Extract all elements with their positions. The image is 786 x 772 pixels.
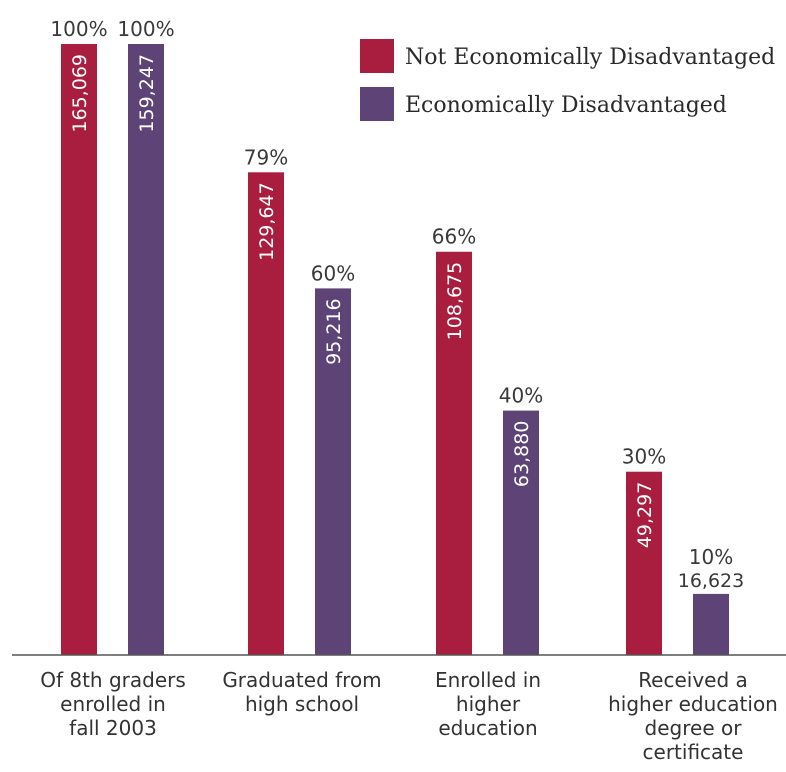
legend-swatch-not-disadvantaged [360, 39, 394, 73]
percent-label: 79% [244, 145, 288, 169]
count-label: 159,247 [136, 54, 158, 133]
category-label: enrolled in [60, 692, 166, 716]
legend: Not Economically Disadvantaged Economical… [360, 39, 775, 121]
count-label: 108,675 [444, 262, 466, 341]
percent-label: 66% [432, 225, 476, 249]
category-label: fall 2003 [69, 716, 157, 740]
bar-disadvantaged-0 [128, 44, 164, 655]
count-label: 16,623 [678, 570, 744, 592]
category-label: Enrolled in [435, 668, 541, 692]
category-label: Received a [638, 668, 748, 692]
category-label: Graduated from [222, 668, 381, 692]
percent-label: 40% [499, 384, 543, 408]
count-label: 129,647 [256, 182, 278, 261]
count-label: 49,297 [634, 482, 656, 548]
category-label: higher [456, 692, 521, 716]
bar-not-disadvantaged-0 [61, 44, 97, 655]
count-label: 165,069 [69, 54, 91, 133]
percent-label: 30% [622, 445, 666, 469]
legend-label-disadvantaged: Economically Disadvantaged [405, 93, 727, 118]
category-label: degree or [645, 716, 743, 740]
category-label: higher education [608, 692, 778, 716]
category-label: certificate [643, 740, 744, 764]
category-label: Of 8th graders [40, 668, 186, 692]
percent-label: 10% [689, 545, 733, 569]
percent-label: 100% [117, 17, 174, 41]
count-label: 95,216 [323, 298, 345, 364]
legend-swatch-disadvantaged [360, 87, 394, 121]
legend-label-not-disadvantaged: Not Economically Disadvantaged [405, 45, 775, 70]
category-label: high school [245, 692, 359, 716]
count-label: 63,880 [511, 421, 533, 487]
bar-disadvantaged-3 [693, 594, 729, 655]
category-label: education [438, 716, 537, 740]
percent-label: 100% [50, 17, 107, 41]
percent-label: 60% [311, 261, 355, 285]
